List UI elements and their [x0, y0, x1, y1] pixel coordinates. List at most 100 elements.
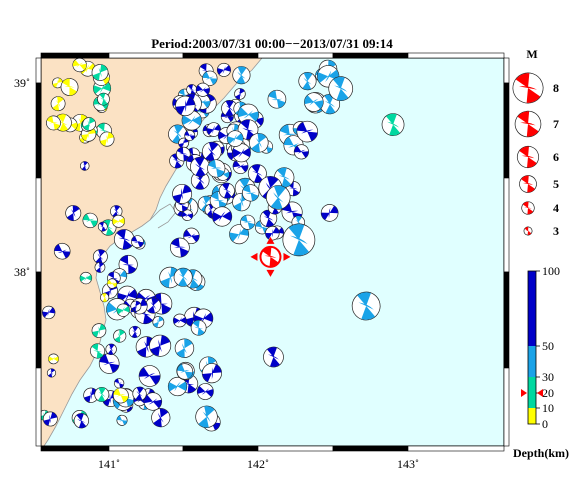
- focal-mechanism: [231, 143, 251, 163]
- focal-mechanism: [50, 96, 66, 112]
- focal-mechanism: [97, 221, 108, 232]
- highlight-marker-triangle: [266, 269, 275, 277]
- depth-colorbar-tick-label: 30: [542, 370, 554, 384]
- focal-mechanism: [242, 184, 260, 202]
- focal-mechanism: [105, 343, 117, 356]
- focal-mechanism: [267, 89, 287, 109]
- focal-mechanism: [46, 368, 57, 378]
- focal-mechanism: [226, 130, 244, 147]
- focal-mechanism: [94, 387, 110, 402]
- focal-mechanism: [282, 223, 316, 257]
- focal-mechanism: [138, 365, 161, 387]
- depth-colorbar-label: Depth(km): [513, 446, 569, 460]
- focal-mechanism: [216, 62, 231, 77]
- focal-mechanism: [328, 76, 354, 102]
- longitude-tick-label: 143˚: [397, 457, 419, 471]
- focal-mechanism: [211, 206, 233, 227]
- focal-mechanism: [176, 363, 194, 380]
- depth-colorbar-tick-label: 100: [542, 264, 560, 278]
- depth-colorbar-band: [528, 271, 536, 346]
- focal-mechanism: [234, 88, 246, 100]
- focal-mechanism: [167, 376, 188, 397]
- magnitude-legend-ball: [523, 226, 533, 236]
- focal-mechanism: [320, 204, 339, 222]
- focal-mechanism: [53, 242, 71, 260]
- highlighted-event: [250, 236, 291, 277]
- focal-mechanism: [293, 144, 309, 160]
- focal-mechanism: [265, 225, 280, 241]
- focal-mechanism: [248, 132, 269, 153]
- focal-mechanism: [97, 92, 110, 106]
- focal-mechanism: [89, 343, 106, 359]
- focal-mechanism: [207, 159, 226, 178]
- focal-mechanism: [116, 414, 128, 426]
- focal-mechanism: [106, 278, 118, 289]
- focal-mechanism: [145, 297, 162, 314]
- focal-mechanism: [48, 353, 59, 365]
- map-area: 141˚ 142˚ 143˚ 39˚ 38˚: [14, 52, 510, 471]
- map-frame: [35, 52, 510, 452]
- focal-mechanism: [232, 66, 251, 85]
- focal-mechanism: [229, 224, 250, 245]
- magnitude-legend-label: 5: [553, 177, 559, 191]
- focal-mechanism: [82, 117, 96, 131]
- magnitude-legend-label: 6: [553, 150, 559, 164]
- focal-mechanism: [41, 305, 56, 320]
- focal-mechanism: [42, 411, 58, 427]
- focal-mechanism: [152, 316, 165, 328]
- focal-mechanism: [174, 338, 195, 358]
- focal-mechanism: [196, 383, 214, 400]
- focal-mechanism: [172, 183, 193, 204]
- focal-mechanism: [298, 72, 317, 91]
- focal-mechanism: [221, 100, 238, 117]
- magnitude-legend-ball: [516, 145, 540, 169]
- focal-mechanism: [99, 131, 115, 147]
- focal-mechanism: [181, 209, 194, 221]
- magnitude-legend-label: 8: [553, 81, 559, 95]
- map-axes: 141˚ 142˚ 143˚ 39˚ 38˚: [14, 76, 419, 471]
- focal-mechanism: [65, 205, 82, 222]
- focal-mechanism: [60, 78, 79, 96]
- focal-mechanism: [175, 95, 196, 117]
- focal-mechanism: [113, 229, 135, 250]
- depth-colorbar-band: [528, 377, 536, 408]
- focal-mechanism: [240, 214, 256, 230]
- magnitude-legend-ball: [519, 175, 537, 193]
- focal-mechanism: [131, 235, 144, 249]
- focal-mechanism: [218, 182, 235, 199]
- longitude-tick-label: 142˚: [247, 457, 269, 471]
- depth-marker-left: [521, 389, 527, 397]
- focal-mechanism: [151, 408, 171, 428]
- focal-mechanism: [130, 300, 142, 312]
- focal-mechanism: [296, 120, 319, 143]
- focal-mechanisms-layer: [41, 58, 405, 432]
- highlight-marker-triangle: [250, 252, 258, 261]
- focal-mechanism: [190, 319, 207, 336]
- magnitude-legend-ball: [514, 110, 542, 138]
- focal-mechanism: [201, 141, 222, 162]
- focal-mechanism: [263, 346, 284, 368]
- period-title: Period:2003/07/31 00:00−−2013/07/31 09:1…: [151, 36, 393, 51]
- focal-mechanism: [351, 291, 381, 321]
- focal-mechanism: [94, 261, 106, 273]
- focal-mechanism: [113, 329, 127, 343]
- focal-mechanism: [128, 325, 142, 339]
- focal-mechanism: [98, 353, 120, 374]
- magnitude-legend-title: M: [526, 47, 537, 61]
- focal-mechanism: [206, 122, 222, 137]
- highlight-marker-triangle: [266, 236, 275, 244]
- magnitude-legend-label: 3: [553, 224, 559, 238]
- focal-mechanism: [201, 363, 223, 384]
- focal-mechanism: [265, 185, 291, 210]
- focal-mechanism: [113, 378, 125, 389]
- focal-mechanism: [237, 103, 259, 126]
- focal-mechanism: [91, 64, 109, 81]
- focal-mechanism: [178, 137, 190, 149]
- highlight-ring: [259, 245, 282, 268]
- depth-colorbar-tick-label: 10: [542, 401, 554, 415]
- focal-mechanism: [149, 334, 172, 357]
- depth-colorbar-band: [528, 346, 536, 377]
- depth-colorbar-tick-label: 50: [542, 339, 554, 353]
- focal-mechanism: [116, 303, 130, 317]
